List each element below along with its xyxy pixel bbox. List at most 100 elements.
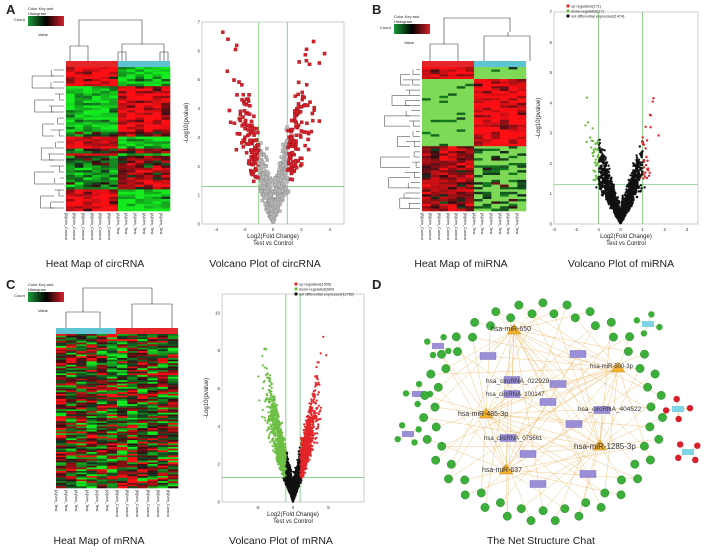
heatmap-cell [508, 122, 518, 125]
heatmap-cell [422, 184, 431, 188]
heatmap-cell [92, 71, 101, 75]
sample-label: [A]Veh_Test [54, 490, 60, 512]
heatmap-cell [157, 356, 169, 359]
heatmap-cell [96, 407, 108, 410]
heatmap-cell [74, 115, 84, 118]
heatmap-cell [137, 411, 148, 414]
heatmap-cell [127, 469, 138, 472]
heatmap-cell [135, 203, 145, 207]
heatmap-cell [517, 88, 527, 92]
heatmap-cell [152, 155, 162, 159]
heatmap-cell [127, 357, 138, 360]
heatmap-cell [144, 175, 153, 178]
heatmap-cell [56, 433, 67, 436]
heatmap-cell [66, 457, 77, 460]
heatmap-cell [456, 163, 466, 166]
heatmap-cell [83, 170, 93, 173]
heatmap-cell [482, 122, 492, 125]
data-point [252, 145, 257, 150]
heatmap-cell [456, 167, 466, 171]
heatmap-cell [96, 440, 108, 443]
heatmap-cell [161, 129, 171, 133]
heatmap-cell [448, 177, 457, 181]
heatmap-cell [66, 428, 77, 431]
data-point [284, 154, 289, 159]
heatmap-cell [66, 175, 75, 178]
heatmap-cell [439, 155, 449, 159]
heatmap-cell [86, 351, 97, 354]
heatmap-cell [147, 339, 158, 342]
heatmap-cell [92, 110, 101, 113]
heatmap-cell [465, 179, 475, 183]
heatmap-cell [167, 361, 179, 364]
data-point [269, 212, 274, 216]
y-tick-label: 6 [197, 48, 200, 53]
heatmap-cell [92, 172, 101, 176]
heatmap-cell [76, 397, 87, 400]
heatmap-cell [137, 373, 148, 376]
heatmap-cell [482, 117, 492, 121]
heatmap-cell [482, 67, 492, 70]
heatmap-cell [100, 71, 110, 75]
heatmap-cell [474, 127, 483, 130]
heatmap-cell [422, 165, 431, 169]
heatmap-cell [456, 189, 466, 193]
heatmap-cell [106, 476, 118, 479]
heatmap-cell [137, 416, 148, 419]
heatmap-cell [491, 81, 501, 85]
heatmap-cell [109, 139, 119, 142]
data-point [635, 195, 639, 199]
heatmap-cell [430, 206, 440, 209]
heatmap-cell [157, 373, 169, 376]
heatmap-cell [106, 412, 118, 415]
data-point [241, 145, 246, 149]
heatmap-cell [465, 115, 475, 118]
heatmap-cell [147, 356, 158, 359]
heatmap-cell [135, 69, 145, 73]
heatmap-cell [106, 474, 118, 477]
data-point [284, 139, 289, 143]
heatmap-cell [456, 129, 466, 133]
heatmap-cell [117, 450, 128, 453]
heatmap-cell [157, 421, 169, 424]
heatmap-cell [157, 422, 169, 425]
data-point [304, 103, 309, 108]
heatmap-cell [100, 208, 110, 212]
heatmap-cell [500, 182, 509, 185]
heatmap-cell [517, 83, 527, 87]
heatmap-cell [439, 206, 449, 209]
heatmap-cell [135, 136, 145, 140]
heatmap-cell [439, 83, 449, 87]
heatmap-cell [430, 74, 440, 77]
data-point [286, 168, 290, 172]
heatmap-cell [147, 465, 158, 468]
heatmap-cell [448, 127, 457, 130]
heatmap-cell [147, 474, 158, 477]
heatmap-cell [137, 387, 148, 390]
heatmap-cell [127, 417, 138, 420]
sample-label: [A]Veh_Test [74, 490, 80, 512]
heatmap-cell [465, 112, 475, 116]
heatmap-cell [439, 163, 449, 166]
data-point [257, 166, 261, 170]
heatmap-cell [456, 83, 466, 87]
heatmap-cell [439, 117, 449, 121]
heatmap-cell [430, 107, 440, 111]
heatmap-cell [439, 95, 449, 99]
heatmap-a-svg [31, 19, 171, 212]
data-point [289, 118, 294, 123]
heatmap-cell [144, 131, 153, 135]
heatmap-cell [144, 153, 153, 157]
heatmap-cell [465, 122, 475, 125]
heatmap-cell [106, 381, 118, 384]
data-point [251, 170, 256, 174]
group-bar-test [118, 61, 170, 67]
heatmap-cell [118, 83, 127, 87]
data-point [248, 104, 252, 108]
heatmap-cell [56, 417, 67, 420]
heatmap-cell [422, 139, 431, 142]
heatmap-cell [157, 385, 169, 388]
heatmap-cell [167, 345, 179, 348]
heatmap-cell [76, 364, 87, 367]
heatmap-cell [430, 139, 440, 142]
